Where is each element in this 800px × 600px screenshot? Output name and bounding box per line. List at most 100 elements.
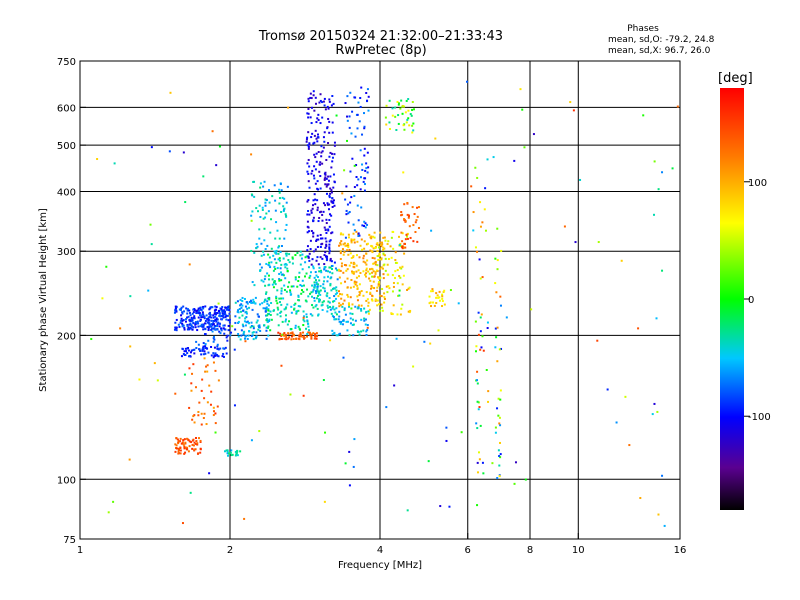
data-point bbox=[474, 350, 477, 353]
data-point bbox=[394, 259, 397, 262]
data-point bbox=[305, 255, 308, 258]
data-point bbox=[196, 320, 199, 323]
data-point bbox=[403, 128, 406, 131]
data-point bbox=[188, 309, 191, 312]
data-point bbox=[314, 96, 317, 99]
data-point bbox=[310, 106, 313, 109]
data-point bbox=[411, 206, 414, 209]
data-point bbox=[312, 332, 315, 335]
data-point bbox=[498, 348, 501, 351]
data-point bbox=[435, 301, 438, 304]
data-point bbox=[228, 312, 231, 315]
data-point bbox=[189, 319, 192, 322]
data-point bbox=[351, 157, 354, 160]
data-point bbox=[282, 274, 285, 277]
data-point bbox=[363, 220, 366, 223]
data-point bbox=[351, 110, 354, 113]
data-point bbox=[656, 410, 659, 413]
colorbar-gradient bbox=[720, 88, 744, 510]
data-point bbox=[310, 172, 313, 175]
data-point bbox=[292, 285, 295, 288]
data-point bbox=[323, 276, 326, 279]
data-point bbox=[400, 267, 403, 270]
data-point bbox=[362, 257, 365, 260]
data-point bbox=[380, 303, 383, 306]
data-point bbox=[240, 334, 243, 337]
data-point bbox=[329, 175, 332, 178]
data-point bbox=[637, 327, 640, 330]
data-point bbox=[320, 151, 323, 154]
data-point bbox=[195, 437, 198, 440]
data-point bbox=[181, 319, 184, 322]
data-point bbox=[279, 271, 282, 274]
data-point bbox=[194, 442, 197, 445]
data-point bbox=[346, 242, 349, 245]
data-point bbox=[341, 293, 344, 296]
data-point bbox=[284, 318, 287, 321]
data-point bbox=[309, 331, 312, 334]
data-point bbox=[500, 347, 503, 350]
data-point bbox=[383, 296, 386, 299]
data-point bbox=[328, 246, 331, 249]
phases-heading: Phases bbox=[627, 24, 659, 34]
data-point bbox=[327, 179, 330, 182]
data-point bbox=[358, 256, 361, 259]
data-point bbox=[174, 392, 177, 395]
data-point bbox=[339, 243, 342, 246]
data-point bbox=[315, 337, 318, 340]
data-point bbox=[316, 294, 319, 297]
data-point bbox=[325, 218, 328, 221]
data-point bbox=[282, 257, 285, 260]
data-point bbox=[436, 294, 439, 297]
data-point bbox=[212, 361, 215, 364]
data-point bbox=[352, 232, 355, 235]
data-point bbox=[312, 306, 315, 309]
data-point bbox=[344, 102, 347, 105]
data-point bbox=[296, 285, 299, 288]
data-point bbox=[479, 201, 482, 204]
data-point bbox=[285, 306, 288, 309]
data-point bbox=[330, 260, 333, 263]
data-point bbox=[485, 368, 488, 371]
data-point bbox=[280, 189, 283, 192]
data-point bbox=[205, 423, 208, 426]
data-point bbox=[283, 288, 286, 291]
phase-stats-o: mean, sd,O: -79.2, 24.8 bbox=[608, 35, 715, 45]
data-point bbox=[365, 263, 368, 266]
data-point bbox=[384, 257, 387, 260]
data-point bbox=[214, 315, 217, 318]
data-point bbox=[338, 293, 341, 296]
data-point bbox=[366, 328, 369, 331]
data-point bbox=[346, 268, 349, 271]
data-point bbox=[196, 329, 199, 332]
data-point bbox=[174, 443, 177, 446]
data-point bbox=[188, 311, 191, 314]
data-point bbox=[333, 141, 336, 144]
data-point bbox=[359, 188, 362, 191]
data-point bbox=[281, 196, 284, 199]
data-point bbox=[188, 323, 191, 326]
data-point bbox=[366, 298, 369, 301]
data-point bbox=[284, 266, 287, 269]
data-point bbox=[352, 271, 355, 274]
data-point bbox=[269, 266, 272, 269]
data-point bbox=[287, 332, 290, 335]
data-point bbox=[317, 290, 320, 293]
data-point bbox=[344, 280, 347, 283]
data-point bbox=[226, 314, 229, 317]
data-point bbox=[298, 334, 301, 337]
data-point bbox=[406, 232, 409, 235]
data-point bbox=[480, 313, 483, 316]
data-point bbox=[266, 320, 269, 323]
data-point bbox=[192, 363, 195, 366]
data-point bbox=[268, 201, 271, 204]
data-point bbox=[266, 272, 269, 275]
y-axis-label: Stationary phase Virtual Height [km] bbox=[38, 208, 49, 392]
data-point bbox=[316, 288, 319, 291]
data-point bbox=[249, 299, 252, 302]
data-point bbox=[287, 106, 290, 109]
data-point bbox=[417, 227, 420, 230]
data-point bbox=[396, 269, 399, 272]
data-point bbox=[230, 449, 233, 452]
data-point bbox=[364, 318, 367, 321]
